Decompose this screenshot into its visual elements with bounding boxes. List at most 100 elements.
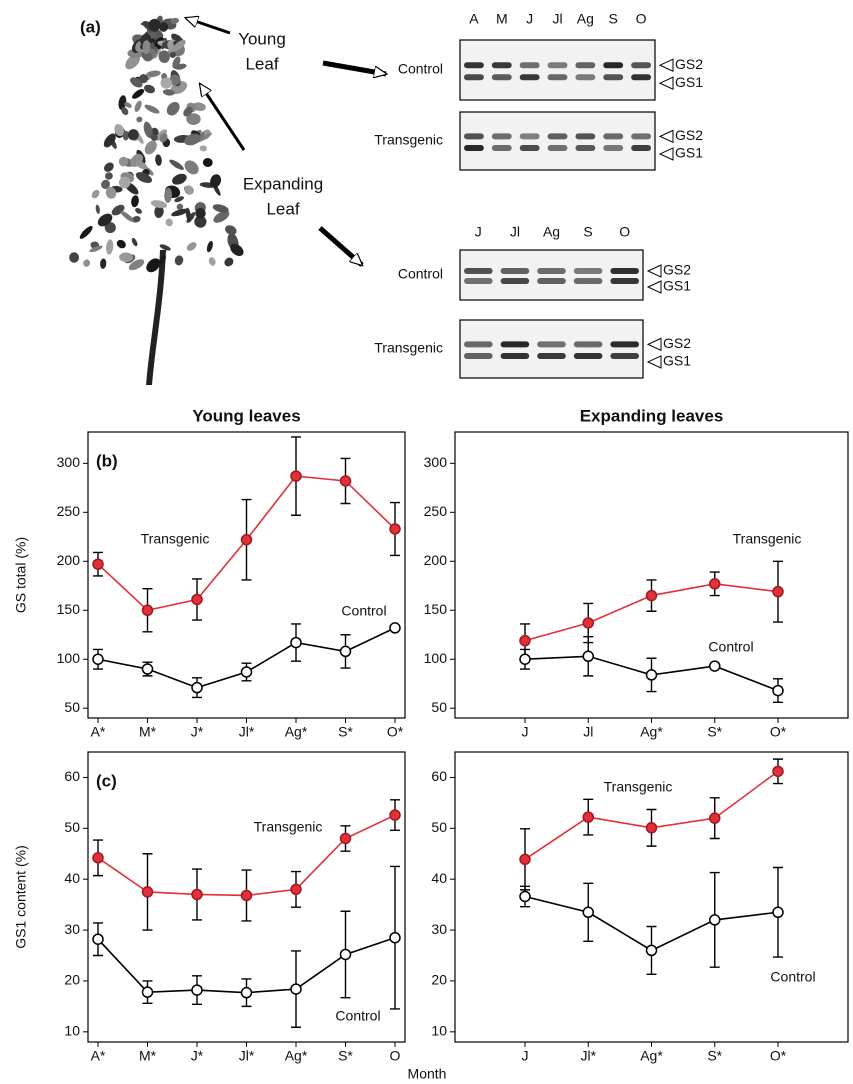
blot-frame [459, 111, 656, 171]
leaf [186, 113, 201, 125]
lane-label: S [583, 224, 592, 240]
expanding-leaf-label: Leaf [266, 199, 299, 218]
leaf [186, 242, 197, 251]
tree-illustration [69, 15, 244, 385]
young-leaf-label: Young [238, 29, 286, 48]
row-label: Transgenic [374, 340, 443, 356]
y-tick-label: 300 [57, 454, 81, 470]
x-tick-label: S* [707, 1048, 722, 1064]
blot-frame [459, 249, 644, 301]
band-label: GS1 [663, 278, 691, 294]
leaf [208, 257, 216, 266]
x-tick-label: Jl* [580, 1048, 596, 1064]
leaf [100, 258, 107, 269]
band-label: GS2 [675, 127, 703, 143]
leaf [206, 241, 213, 253]
leaf [174, 196, 184, 203]
band-label: GS1 [663, 353, 691, 369]
leaf [184, 160, 199, 175]
series-label: Control [770, 969, 815, 985]
blot-band [464, 341, 493, 348]
leaf [131, 237, 138, 247]
data-point [645, 589, 658, 602]
data-point [92, 933, 104, 945]
leaf [118, 95, 127, 110]
blot-band [464, 62, 484, 69]
leaf [79, 225, 93, 239]
leaf [103, 133, 116, 148]
x-tick-label: S* [707, 724, 722, 740]
band-label: GS1 [675, 145, 703, 161]
x-tick-label: J [522, 724, 529, 740]
leaf [174, 63, 187, 70]
leaf [197, 132, 212, 143]
series-label: Transgenic [141, 531, 210, 547]
blot-band [547, 74, 568, 81]
blot-band [575, 144, 596, 151]
data-point [519, 653, 531, 665]
leaf [159, 22, 169, 32]
leaf [212, 204, 229, 213]
data-point [191, 681, 203, 694]
leaf [135, 208, 142, 214]
data-point [92, 653, 104, 665]
plot-frame [454, 751, 849, 1043]
y-tick-label: 40 [64, 870, 80, 886]
blot-band [631, 74, 651, 81]
y-axis-label: GS1 content (%) [13, 845, 29, 949]
leaf [172, 173, 187, 185]
x-tick-label: Jl* [239, 724, 255, 740]
leaf [95, 204, 100, 214]
y-tick-label: 100 [424, 650, 448, 666]
y-tick-label: 200 [57, 552, 81, 568]
blot-band [631, 62, 651, 69]
leaf [166, 101, 180, 116]
leaf [121, 107, 129, 116]
data-point [389, 931, 401, 944]
y-axis-label: GS total (%) [13, 537, 29, 613]
x-tick-label: S* [338, 1048, 353, 1064]
leaf [170, 17, 180, 24]
blot-band [547, 133, 568, 140]
band-pointer [658, 58, 674, 72]
blot-band [464, 352, 493, 359]
band-pointer [658, 147, 674, 161]
x-tick-label: A* [91, 1048, 106, 1064]
blot-band [610, 268, 639, 274]
blot-band [464, 268, 493, 274]
x-tick-label: Ag* [285, 1048, 308, 1064]
blot-band [603, 144, 624, 151]
data-point [240, 533, 253, 546]
arrow [322, 60, 386, 74]
data-point [772, 765, 784, 778]
leaf [148, 18, 161, 31]
leaf [124, 102, 132, 108]
y-tick-label: 40 [431, 870, 447, 886]
leaf [122, 130, 129, 141]
leaf [103, 162, 114, 172]
leaf [160, 77, 173, 89]
leaf [69, 252, 80, 263]
lane-label: Ag [577, 11, 594, 27]
blot-band [631, 133, 651, 140]
leaf [213, 210, 230, 223]
leaf [97, 213, 113, 227]
band-label: GS2 [663, 335, 691, 351]
leaf [120, 210, 135, 223]
leaf [143, 84, 156, 94]
leaf [142, 40, 151, 55]
data-point [191, 593, 203, 606]
lane-label: J [475, 224, 482, 240]
blot-band [537, 352, 566, 359]
row-label: Transgenic [374, 132, 443, 148]
data-point [709, 578, 721, 590]
panel-label: (b) [96, 451, 118, 470]
data-point [240, 986, 253, 999]
y-tick-label: 50 [64, 819, 80, 835]
data-point [582, 906, 594, 919]
blot-frame [459, 39, 656, 101]
series-label: Transgenic [604, 779, 673, 795]
x-tick-label: M* [139, 1048, 157, 1064]
blot-band [500, 278, 530, 284]
